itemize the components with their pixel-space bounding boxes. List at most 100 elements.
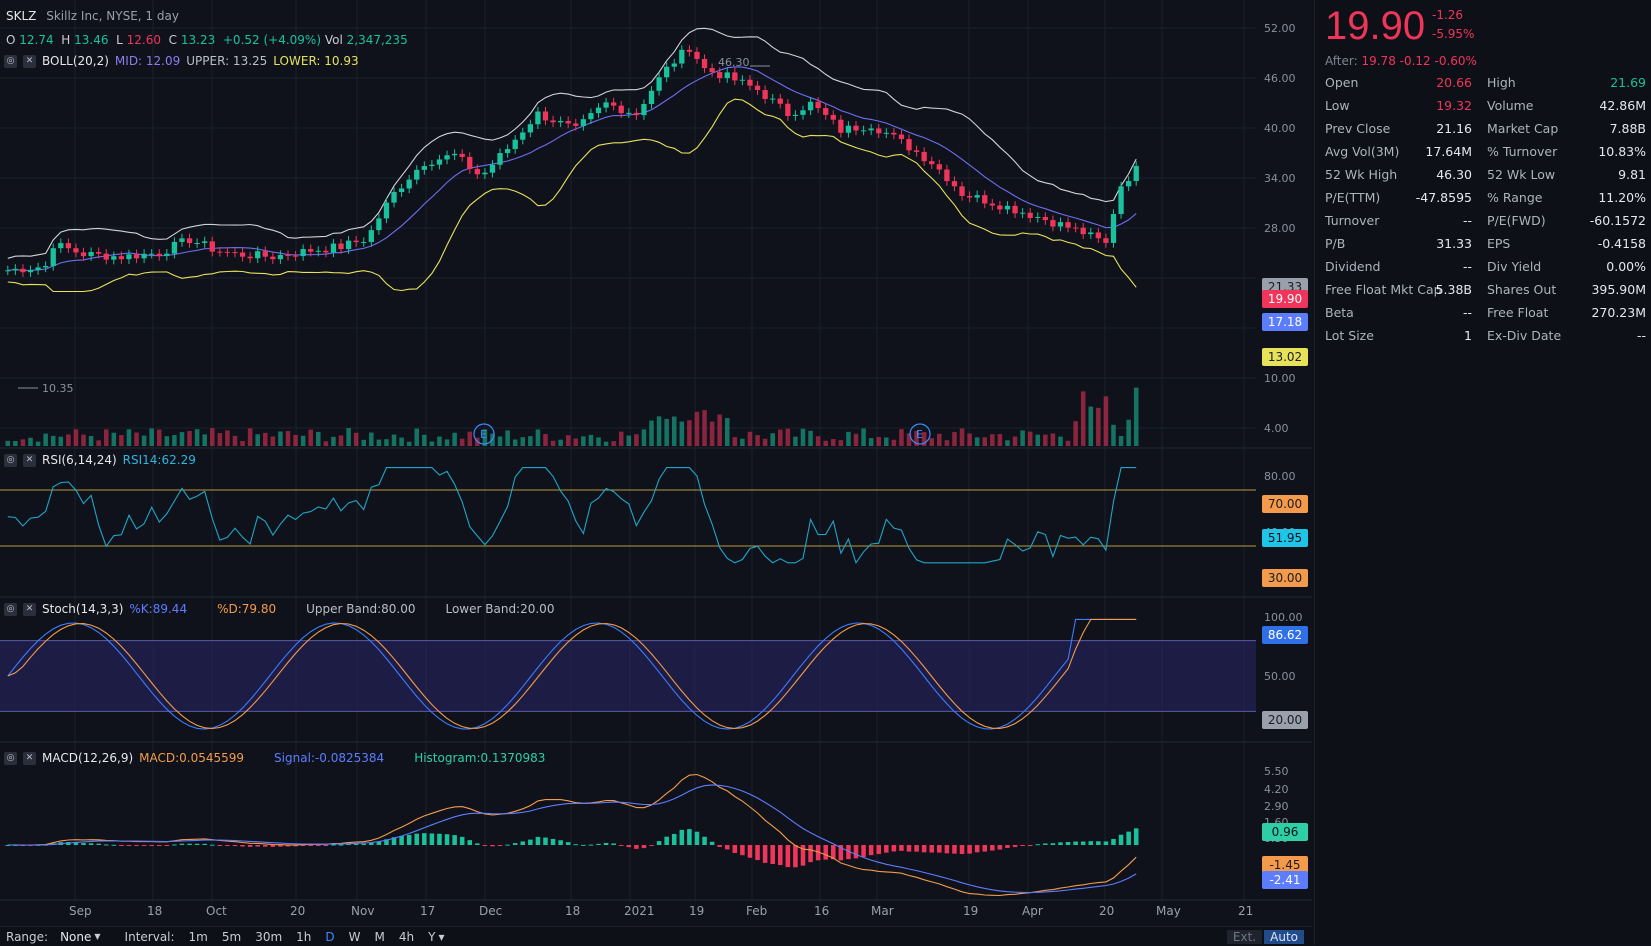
time-tick: 20 [1099,904,1114,918]
candle-body [459,153,465,157]
interval-w[interactable]: W [348,929,361,944]
macd-histogram: Histogram:0.1370983 [414,751,546,765]
candle-body [383,202,390,219]
eye-icon[interactable]: ◎ [4,453,17,467]
candle-body [171,241,178,254]
interval-d[interactable]: D [325,929,335,944]
macd-hist-bar [391,837,397,845]
macd-hist-bar [588,844,594,846]
macd-hist-bar [96,843,101,845]
macd-hist-bar [952,845,957,854]
macd-hist-bar [543,837,548,845]
macd-hist-bar [482,845,488,846]
volume-bar [331,436,336,446]
candle-body [929,161,935,165]
price-tick: 10.00 [1264,372,1296,385]
volume-bar [603,441,609,446]
macd-hist-bar [331,844,336,846]
volume-bar [247,428,253,446]
macd-hist-bar [944,845,950,854]
candle-body [815,101,821,109]
macd-tick: 5.50 [1264,765,1289,778]
volume-bar [13,441,18,446]
stat-label: % Turnover [1487,144,1558,159]
time-tick: May [1156,904,1181,918]
macd-hist-bar [793,845,798,868]
stat-value: 11.20% [1598,190,1646,205]
volume-bar [103,429,109,446]
volume-bar [664,418,669,446]
macd-hist-bar [1118,834,1124,845]
close-icon[interactable]: ✕ [23,453,36,467]
candle-body [308,249,314,252]
eye-icon[interactable]: ◎ [4,751,17,765]
boll-lower-tag: 13.02 [1262,348,1308,366]
boll-legend: ◎ ✕ BOLL(20,2) MID: 12.09 UPPER: 13.25 L… [4,54,359,68]
candle-body [202,241,208,244]
candle-body [436,159,443,165]
volume-bar [1126,419,1131,446]
candle-body [262,251,268,257]
eye-icon[interactable]: ◎ [4,54,17,68]
macd-hist-bar [815,845,821,861]
range-select[interactable]: None [60,929,92,944]
close-icon[interactable]: ✕ [23,751,36,765]
volume-bar [149,428,154,446]
macd-hist-bar [126,845,132,846]
time-tick: 17 [420,904,435,918]
candle-body [482,172,488,175]
macd-hist-bar [770,845,775,865]
interval-30m[interactable]: 30m [255,929,283,944]
macd-hist-bar [172,844,177,846]
volume-bar [308,429,313,446]
eye-icon[interactable]: ◎ [4,602,17,616]
macd-hist-bar [1065,841,1071,845]
candle-body [777,98,783,104]
close-icon[interactable]: ✕ [23,54,36,68]
interval-5m[interactable]: 5m [221,929,242,944]
volume-bar [921,432,927,446]
macd-hist-bar [808,845,813,863]
macd-hist-bar [5,845,11,846]
macd-hist-bar [459,836,465,845]
auto-button[interactable]: Auto [1264,929,1304,944]
macd-hist-bar [490,845,495,847]
time-tick: Sep [69,904,92,918]
interval-4h[interactable]: 4h [398,929,415,944]
chart-canvas[interactable]: 52.00 46.00 40.00 34.00 28.00 10.00 4.00 46.30 1… [0,0,1312,926]
volume-bar [732,437,738,446]
ext-button[interactable]: Ext. [1226,929,1263,944]
candle-body [504,149,511,154]
volume-bar [891,439,897,446]
quote-panel: 19.90 -1.26 -5.95% After: 19.78 -0.12 -0… [1314,0,1651,945]
candle-body [1004,205,1011,210]
macd-hist-bar [838,845,844,861]
interval-1h[interactable]: 1h [296,929,312,944]
candle-body [717,72,723,79]
candle-body [739,79,746,81]
chart-area[interactable]: 52.00 46.00 40.00 34.00 28.00 10.00 4.00 46.30 1… [0,0,1312,946]
after-hours: After: 19.78 -0.12 -0.60% [1325,54,1477,68]
candle-body [1012,205,1018,214]
after-label: After: [1325,54,1358,68]
candle-body [323,250,329,253]
stat-value: 395.90M [1591,282,1646,297]
volume-bar [81,434,86,446]
stat-label: Shares Out [1487,282,1557,297]
volume-bar [641,429,647,446]
interval-list: 1m 5m 30m 1h D W M 4h Y ▾ [175,930,445,944]
candle-body [997,205,1003,210]
macd-hist-bar [119,845,124,846]
interval-m[interactable]: M [374,929,385,944]
volume-bar [777,429,783,446]
candle-body [58,243,64,249]
close-icon[interactable]: ✕ [23,602,36,616]
low-value: 12.60 [126,33,162,47]
stat-value: 270.23M [1591,305,1646,320]
candle-body [679,49,685,64]
macd-hist-bar [247,845,253,847]
interval-y[interactable]: Y [428,929,436,944]
candle-body [936,164,942,170]
interval-1m[interactable]: 1m [188,929,208,944]
time-tick: 18 [565,904,580,918]
